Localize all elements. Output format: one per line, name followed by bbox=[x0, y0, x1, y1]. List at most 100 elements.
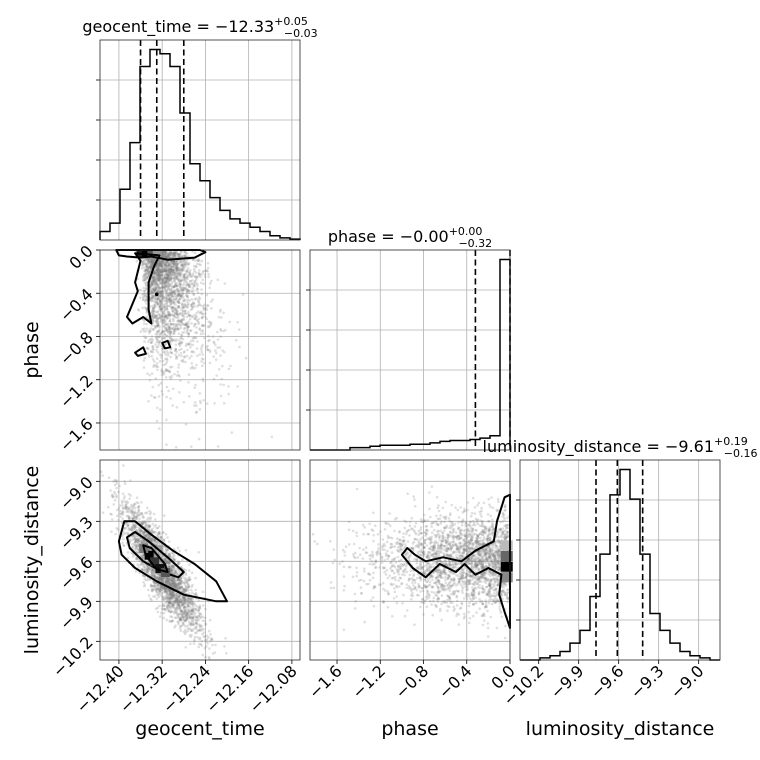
sample-point bbox=[189, 642, 192, 646]
sample-point bbox=[173, 372, 176, 376]
sample-point bbox=[180, 359, 183, 363]
sample-point bbox=[126, 531, 130, 535]
sample-point bbox=[215, 374, 218, 377]
sample-point bbox=[189, 345, 192, 349]
sample-point bbox=[178, 279, 182, 282]
sample-point bbox=[178, 286, 182, 289]
sample-point bbox=[197, 300, 200, 303]
sample-point bbox=[130, 526, 134, 529]
sample-point bbox=[153, 305, 157, 309]
sample-point bbox=[215, 351, 218, 355]
sample-point bbox=[168, 319, 172, 323]
sample-point bbox=[163, 256, 167, 259]
sample-point bbox=[181, 558, 184, 562]
sample-point bbox=[174, 284, 177, 287]
sample-point bbox=[159, 262, 162, 266]
sample-point bbox=[156, 310, 159, 314]
sample-point bbox=[172, 606, 176, 609]
sample-point bbox=[161, 283, 164, 287]
sample-point bbox=[146, 346, 149, 350]
sample-point bbox=[150, 309, 154, 313]
sample-point bbox=[169, 294, 173, 297]
sample-point bbox=[166, 280, 169, 284]
sample-point bbox=[195, 404, 198, 407]
sample-point bbox=[195, 363, 198, 367]
sample-point bbox=[161, 293, 164, 296]
sample-point bbox=[158, 333, 162, 336]
sample-point bbox=[182, 299, 185, 303]
sample-point bbox=[151, 347, 155, 351]
sample-point bbox=[211, 335, 215, 338]
sample-point bbox=[155, 270, 159, 274]
sample-point bbox=[176, 546, 180, 550]
sample-point bbox=[163, 250, 166, 253]
sample-point bbox=[181, 303, 184, 306]
sample-point bbox=[156, 273, 160, 276]
sample-point bbox=[164, 284, 167, 287]
sample-point bbox=[173, 349, 177, 353]
sample-point bbox=[166, 323, 169, 327]
sample-point bbox=[164, 254, 167, 258]
sample-point bbox=[196, 298, 200, 302]
sample-point bbox=[153, 272, 157, 276]
sample-point bbox=[159, 262, 163, 266]
sample-point bbox=[160, 309, 163, 313]
sample-point bbox=[178, 601, 182, 605]
sample-point bbox=[158, 545, 162, 548]
sample-point bbox=[176, 310, 179, 313]
sample-point bbox=[173, 279, 176, 283]
sample-point bbox=[165, 266, 169, 270]
sample-point bbox=[160, 591, 164, 595]
sample-point bbox=[147, 257, 151, 261]
sample-point bbox=[168, 314, 172, 317]
sample-point bbox=[186, 348, 189, 352]
sample-point bbox=[171, 260, 175, 263]
sample-point bbox=[198, 637, 201, 641]
sample-point bbox=[173, 279, 177, 282]
sample-point bbox=[190, 354, 193, 358]
sample-point bbox=[211, 298, 214, 301]
sample-point bbox=[190, 303, 193, 307]
sample-point bbox=[129, 479, 132, 482]
sample-point bbox=[175, 313, 179, 317]
sample-point bbox=[155, 330, 159, 334]
sample-point bbox=[201, 278, 205, 282]
sample-point bbox=[179, 253, 183, 256]
sample-point bbox=[163, 305, 166, 309]
sample-point bbox=[145, 311, 148, 314]
sample-point bbox=[195, 410, 199, 414]
sample-point bbox=[188, 289, 191, 293]
sample-point bbox=[164, 281, 168, 284]
sample-point bbox=[154, 336, 158, 340]
sample-point bbox=[165, 385, 169, 389]
sample-point bbox=[141, 306, 145, 310]
sample-point bbox=[165, 292, 168, 295]
sample-point bbox=[203, 620, 207, 623]
sample-point bbox=[140, 267, 144, 270]
sample-point bbox=[164, 279, 168, 283]
sample-point bbox=[180, 311, 184, 315]
sample-point bbox=[178, 348, 181, 352]
sample-point bbox=[195, 289, 199, 292]
sample-point bbox=[150, 568, 154, 571]
sample-point bbox=[141, 262, 144, 265]
sample-point bbox=[191, 282, 194, 285]
sample-point bbox=[156, 296, 160, 300]
sample-point bbox=[181, 254, 184, 258]
sample-point bbox=[202, 358, 205, 361]
sample-point bbox=[196, 287, 199, 290]
sample-point bbox=[143, 340, 146, 343]
sample-point bbox=[130, 516, 134, 519]
sample-point bbox=[183, 253, 186, 256]
sample-point bbox=[116, 528, 120, 531]
sample-point bbox=[196, 291, 200, 295]
sample-point bbox=[109, 512, 112, 516]
sample-point bbox=[121, 517, 124, 520]
sample-point bbox=[167, 311, 171, 314]
sample-point bbox=[190, 305, 194, 309]
sample-point bbox=[158, 267, 162, 270]
sample-point bbox=[143, 356, 147, 360]
sample-point bbox=[153, 325, 157, 328]
sample-point bbox=[116, 508, 119, 512]
sample-point bbox=[194, 278, 198, 282]
